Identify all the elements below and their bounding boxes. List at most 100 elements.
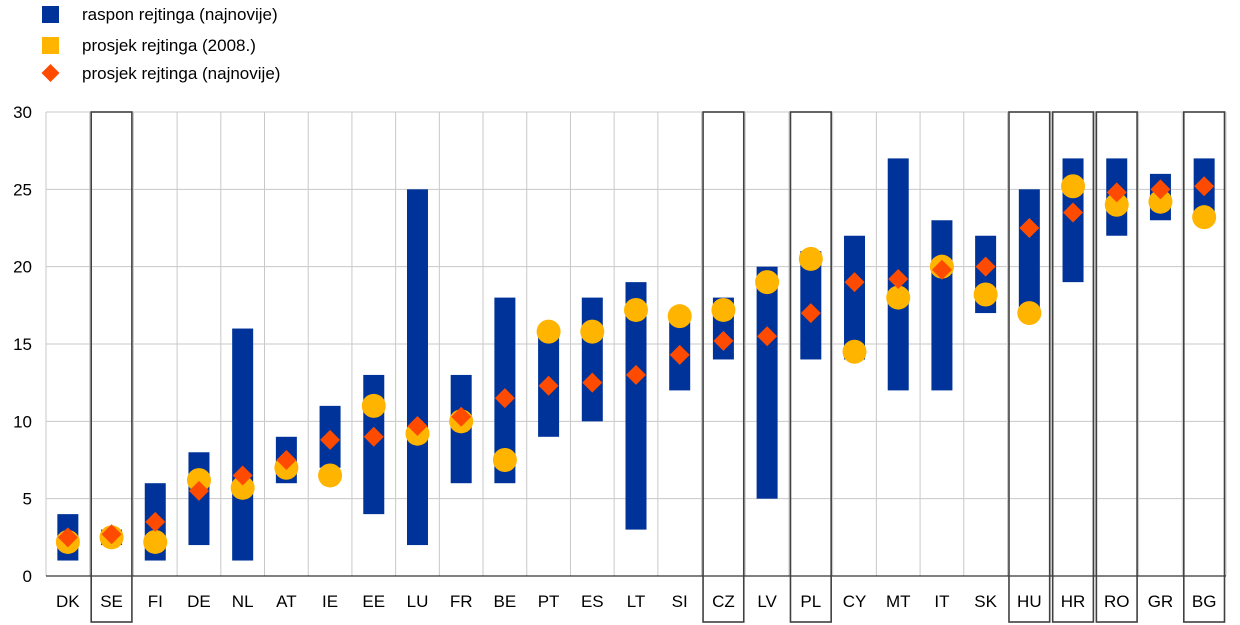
x-tick-label-dk: DK xyxy=(56,592,80,611)
x-tick-label-pl: PL xyxy=(800,592,821,611)
avg-latest-cy xyxy=(844,272,865,293)
range-bar-hu xyxy=(1018,189,1040,314)
avg-2008-lv xyxy=(755,270,780,295)
avg-2008-de xyxy=(186,468,211,493)
x-tick-label-mt: MT xyxy=(886,592,911,611)
grid xyxy=(45,111,1227,577)
avg-latest-bg xyxy=(1194,176,1215,197)
avg-latest-mt xyxy=(888,269,909,290)
avg-2008-ie xyxy=(318,463,343,488)
y-tick-label: 0 xyxy=(23,567,32,586)
highlight-box-hr xyxy=(1051,111,1095,623)
avg-2008-mt xyxy=(886,285,911,310)
x-tick-label-lu: LU xyxy=(407,592,429,611)
x-tick-label-be: BE xyxy=(494,592,517,611)
avg-2008-fi xyxy=(143,529,168,554)
avg-2008-hr xyxy=(1061,174,1086,199)
avg-2008-cz xyxy=(711,297,736,322)
x-tick-label-it: IT xyxy=(934,592,949,611)
avg-latest-ro xyxy=(1106,182,1127,203)
y-tick-label: 30 xyxy=(13,103,32,122)
y-tick-label: 15 xyxy=(13,335,32,354)
range-bar-it xyxy=(931,220,953,391)
highlight-box-pl xyxy=(789,111,832,623)
avg-latest-de xyxy=(188,480,209,501)
avg-latest-be xyxy=(494,388,515,409)
avg-2008-ee xyxy=(361,393,386,418)
avg-latest-dk xyxy=(57,527,78,548)
avg-2008-si xyxy=(667,304,692,329)
x-tick-label-ie: IE xyxy=(322,592,338,611)
y-tick-label: 5 xyxy=(23,490,32,509)
avg-2008-es xyxy=(580,319,605,344)
avg-latest-lt xyxy=(626,364,646,385)
avg-2008-be xyxy=(492,448,517,472)
avg-latest-hr xyxy=(1063,202,1084,223)
avg-2008-gr xyxy=(1148,189,1173,214)
avg-latest-fi xyxy=(145,511,166,532)
x-tick-label-pt: PT xyxy=(538,592,560,611)
legend-label-1: prosjek rejtinga (2008.) xyxy=(82,36,256,55)
x-tick-label-lv: LV xyxy=(757,592,777,611)
avg-latest-markers xyxy=(57,176,1215,548)
range-bar-lu xyxy=(406,189,428,546)
legend: raspon rejtinga (najnovije) prosjek rejti… xyxy=(41,5,280,83)
avg-latest-lu xyxy=(407,415,428,436)
legend-label-2: prosjek rejtinga (najnovije) xyxy=(82,64,280,83)
avg-latest-ee xyxy=(363,426,384,447)
avg-latest-lv xyxy=(757,326,778,347)
x-tick-label-hr: HR xyxy=(1061,592,1086,611)
y-tick-label: 25 xyxy=(13,180,32,199)
x-tick-label-es: ES xyxy=(581,592,604,611)
highlight-box-bg xyxy=(1182,111,1226,623)
avg-latest-hu xyxy=(1019,218,1040,238)
x-tick-label-sk: SK xyxy=(974,592,997,611)
avg-latest-si xyxy=(669,344,690,365)
avg-2008-hu xyxy=(1017,301,1042,326)
avg-latest-it xyxy=(931,259,952,280)
avg-latest-sk xyxy=(975,256,996,277)
x-tick-label-lt: LT xyxy=(627,592,646,611)
x-tick-label-ro: RO xyxy=(1104,592,1130,611)
x-tick-label-de: DE xyxy=(187,592,211,611)
range-bars xyxy=(57,158,1215,561)
legend-swatch-avg-2008 xyxy=(42,37,59,54)
highlight-box-se xyxy=(90,111,133,623)
y-tick-label: 20 xyxy=(13,258,32,277)
y-axis-ticks: 0 5 10 15 20 25 30 xyxy=(13,103,32,586)
x-tick-label-bg: BG xyxy=(1192,592,1217,611)
x-tick-label-se: SE xyxy=(100,592,123,611)
highlight-box-ro xyxy=(1095,111,1138,623)
x-tick-label-si: SI xyxy=(672,592,688,611)
range-bar-lt xyxy=(625,282,647,530)
legend-swatch-range xyxy=(42,6,59,23)
avg-latest-ie xyxy=(320,429,341,450)
avg-latest-se xyxy=(101,524,122,545)
y-tick-label: 10 xyxy=(13,412,32,431)
avg-latest-nl xyxy=(232,465,253,486)
range-bar-es xyxy=(581,297,603,422)
x-tick-label-cy: CY xyxy=(843,592,867,611)
avg-2008-markers xyxy=(55,174,1217,554)
avg-latest-fr xyxy=(451,406,472,427)
avg-2008-cy xyxy=(842,339,867,364)
highlight-boxes xyxy=(90,111,1226,623)
avg-2008-bg xyxy=(1192,205,1217,230)
range-bar-lv xyxy=(756,266,778,499)
avg-2008-pt xyxy=(536,319,561,344)
avg-latest-gr xyxy=(1150,179,1171,200)
avg-2008-ro xyxy=(1104,192,1129,217)
range-bar-cy xyxy=(844,235,866,360)
x-tick-label-ee: EE xyxy=(362,592,385,611)
avg-latest-at xyxy=(276,450,297,470)
avg-latest-pl xyxy=(800,303,821,324)
avg-latest-cz xyxy=(713,330,734,351)
avg-latest-es xyxy=(582,372,603,393)
x-tick-label-fr: FR xyxy=(450,592,473,611)
x-tick-label-hu: HU xyxy=(1017,592,1042,611)
avg-2008-sk xyxy=(973,282,998,307)
legend-label-0: raspon rejtinga (najnovije) xyxy=(82,5,278,24)
x-tick-label-at: AT xyxy=(276,592,296,611)
highlight-box-cz xyxy=(702,111,745,623)
